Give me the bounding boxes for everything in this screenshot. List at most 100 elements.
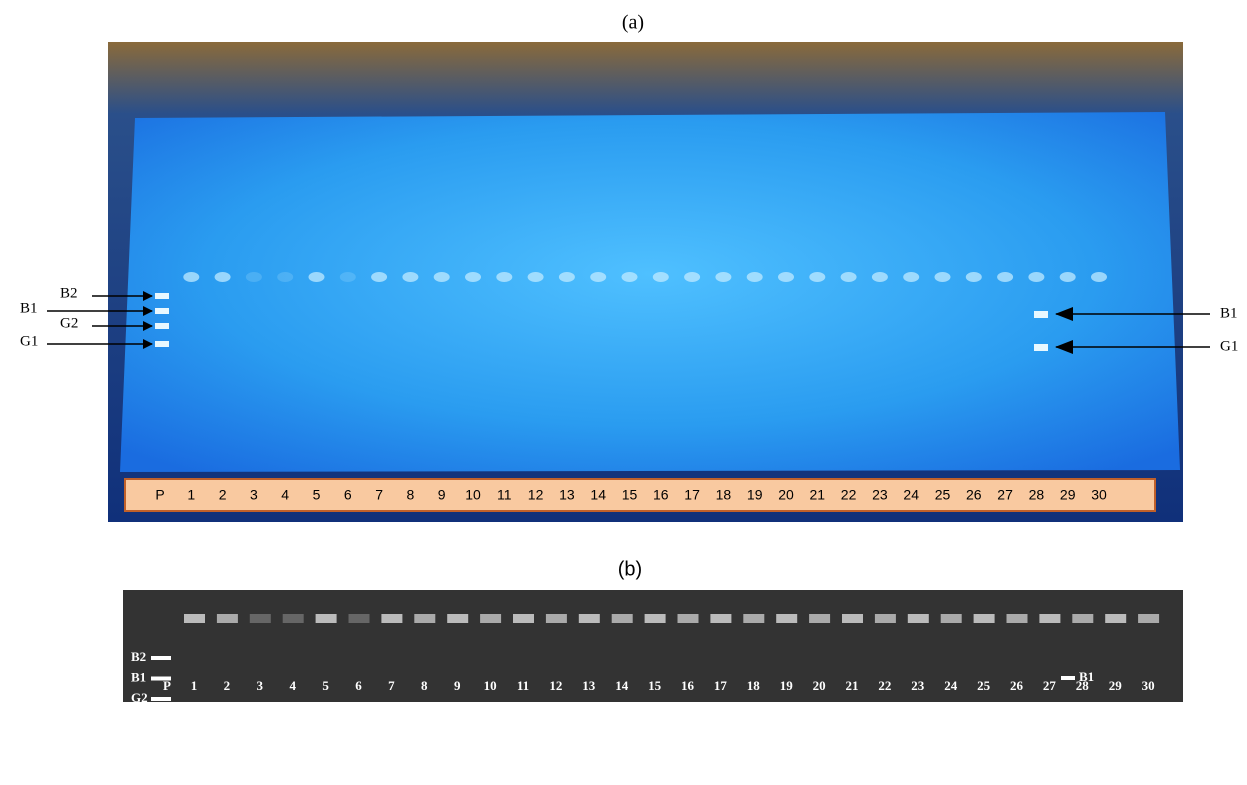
band <box>941 614 962 623</box>
band <box>809 614 830 623</box>
marker-label: B2 <box>131 649 146 664</box>
marker-label: B1 <box>20 300 38 316</box>
marker-label: G2 <box>131 690 148 705</box>
lane-label: 17 <box>684 487 700 503</box>
lane-label: 12 <box>528 487 544 503</box>
lane-label: 18 <box>747 678 761 693</box>
spot <box>590 272 606 282</box>
lane-label: 16 <box>653 487 669 503</box>
lane-label: 23 <box>911 678 925 693</box>
lane-label: 4 <box>281 487 289 503</box>
lane-label: 14 <box>615 678 629 693</box>
marker-label: B1 <box>1220 305 1238 321</box>
band <box>875 614 896 623</box>
marker-label: G1 <box>1220 338 1238 354</box>
standard-band <box>151 697 171 701</box>
spot <box>528 272 544 282</box>
spot <box>434 272 450 282</box>
band <box>184 614 205 623</box>
band <box>480 614 501 623</box>
standard-band <box>151 718 171 722</box>
band <box>217 614 238 623</box>
lane-label: 9 <box>454 678 461 693</box>
spot <box>966 272 982 282</box>
spot <box>653 272 669 282</box>
standard-spot <box>155 293 169 299</box>
lane-label: 21 <box>810 487 826 503</box>
lane-label: 22 <box>878 678 891 693</box>
lane-label: 30 <box>1142 678 1155 693</box>
lane-label: 29 <box>1060 487 1076 503</box>
band <box>974 614 995 623</box>
spot <box>809 272 825 282</box>
lane-label: 18 <box>716 487 732 503</box>
spot <box>402 272 418 282</box>
marker-label: G2 <box>60 315 78 331</box>
lane-label: 9 <box>438 487 446 503</box>
spot <box>371 272 387 282</box>
spot <box>841 272 857 282</box>
spot <box>340 272 356 282</box>
lane-label: 12 <box>549 678 562 693</box>
lane-label: 10 <box>484 678 497 693</box>
panel-label: (a) <box>622 12 644 34</box>
band <box>250 614 271 623</box>
lane-label: 3 <box>250 487 258 503</box>
lane-label: 11 <box>517 678 529 693</box>
lane-label: 24 <box>944 678 958 693</box>
spot <box>183 272 199 282</box>
spot <box>1091 272 1107 282</box>
marker-label: B1 <box>1079 669 1094 684</box>
marker-label: B2 <box>60 285 78 301</box>
lane-label: 5 <box>322 678 329 693</box>
marker-label: G1 <box>131 710 148 725</box>
spot <box>622 272 638 282</box>
band <box>316 614 337 623</box>
spot <box>747 272 763 282</box>
band <box>645 614 666 623</box>
spot <box>935 272 951 282</box>
lane-label: 6 <box>355 678 362 693</box>
band <box>1072 614 1093 623</box>
standard-spot <box>155 323 169 329</box>
lane-label: 27 <box>997 487 1013 503</box>
lane-label: 19 <box>747 487 763 503</box>
lane-label: 2 <box>219 487 227 503</box>
lane-label: 8 <box>407 487 415 503</box>
lane-label: 14 <box>590 487 606 503</box>
lane-label: 3 <box>257 678 264 693</box>
lane-label: 8 <box>421 678 428 693</box>
band <box>743 614 764 623</box>
lane-label: 29 <box>1109 678 1123 693</box>
lane-label: 26 <box>1010 678 1024 693</box>
lane-label: 30 <box>1091 487 1107 503</box>
marker-label: B1 <box>131 669 146 684</box>
band <box>1105 614 1126 623</box>
lane-label: 25 <box>935 487 951 503</box>
spot <box>1060 272 1076 282</box>
lane-label: 6 <box>344 487 352 503</box>
lane-label: 11 <box>497 487 512 503</box>
lane-label: 4 <box>289 678 296 693</box>
lane-label: 13 <box>582 678 596 693</box>
band <box>612 614 633 623</box>
spot <box>277 272 293 282</box>
band <box>349 614 370 623</box>
sample-spot <box>1034 344 1048 351</box>
lane-label: 28 <box>1029 487 1045 503</box>
lane-label: 7 <box>388 678 395 693</box>
spot <box>684 272 700 282</box>
lane-label: 26 <box>966 487 982 503</box>
band <box>776 614 797 623</box>
page: (a) (b) P1234567891011121314151617181920… <box>0 0 1247 785</box>
standard-band <box>151 656 171 660</box>
lane-label: 23 <box>872 487 888 503</box>
lane-label: 19 <box>780 678 794 693</box>
spot <box>496 272 512 282</box>
band <box>908 614 929 623</box>
spot <box>559 272 575 282</box>
lane-label: 7 <box>375 487 383 503</box>
marker-label: G1 <box>20 333 38 349</box>
band <box>678 614 699 623</box>
lane-label: 25 <box>977 678 991 693</box>
